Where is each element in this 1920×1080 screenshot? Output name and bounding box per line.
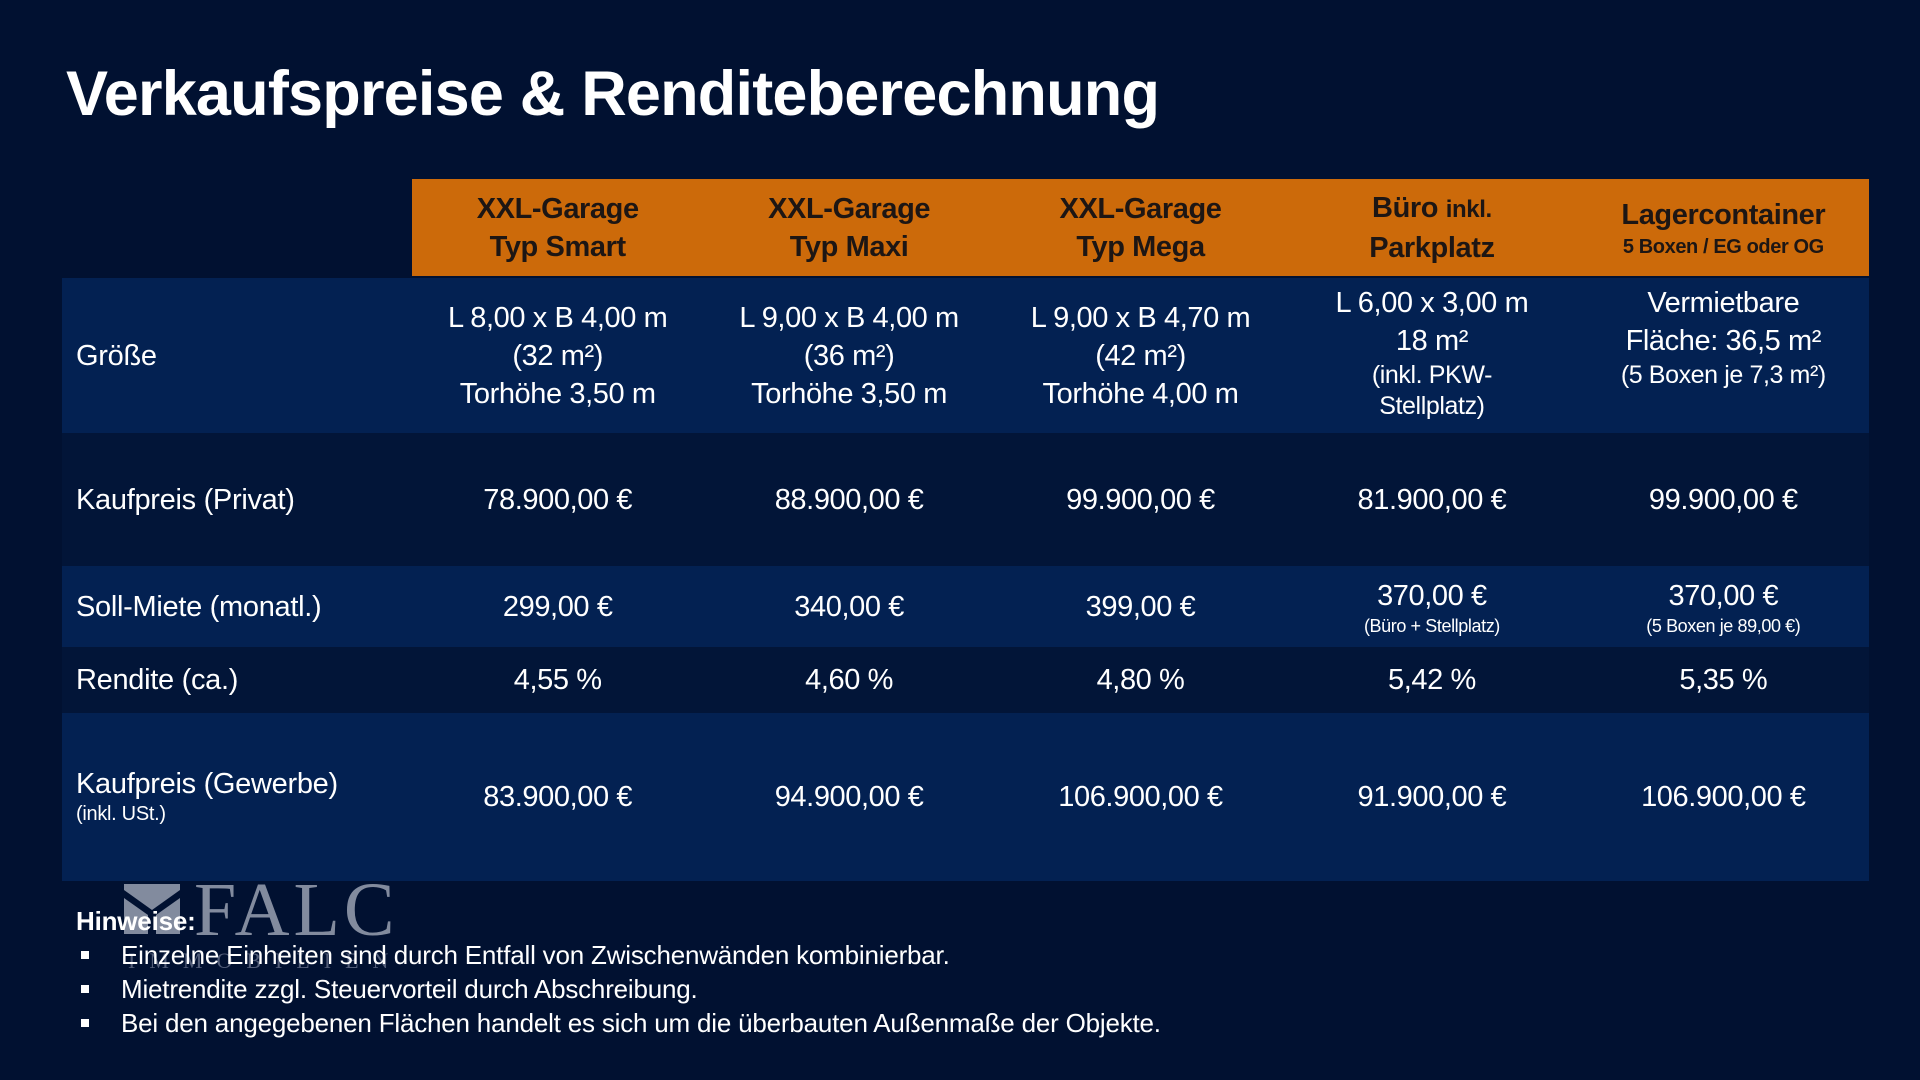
table-cell: L 8,00 x B 4,00 m (32 m²) Torhöhe 3,50 m <box>412 278 703 433</box>
cell-line: L 6,00 x 3,00 m <box>1335 287 1529 319</box>
cell-line: Torhöhe 3,50 m <box>459 377 656 410</box>
cell-value: 370,00 € <box>1377 579 1487 612</box>
table-cell: 4,55 % <box>513 664 602 696</box>
column-header-smart: XXL-Garage Typ Smart <box>412 179 703 276</box>
table-cell: 5,42 % <box>1387 664 1476 696</box>
square-bullet-icon <box>81 951 89 959</box>
logo-tagline: IMMOBILIEN <box>128 948 403 973</box>
row-label: Rendite (ca.) <box>76 664 239 696</box>
row-label: Größe <box>76 339 157 372</box>
cell-line: Torhöhe 3,50 m <box>751 377 948 410</box>
column-header-line2: Typ Maxi <box>789 230 909 263</box>
note-text: Einzelne Einheiten sind durch Entfall vo… <box>121 940 950 970</box>
cell-note: (5 Boxen je 89,00 €) <box>1646 615 1801 636</box>
row-label: Soll-Miete (monatl.) <box>76 590 322 623</box>
cell-line: L 9,00 x B 4,00 m <box>739 301 959 334</box>
row-label: Kaufpreis (Privat) <box>76 483 295 516</box>
cell-line: Vermietbare <box>1647 287 1800 319</box>
cell-value: 340,00 € <box>794 590 904 623</box>
column-header-maxi: XXL-Garage Typ Maxi <box>703 179 994 276</box>
cell-value: 370,00 € <box>1668 579 1779 612</box>
table-row-groesse: Größe L 8,00 x B 4,00 m (32 m²) Torhöhe … <box>62 278 1869 433</box>
note-text: Mietrendite zzgl. Steuervorteil durch Ab… <box>121 974 698 1004</box>
note-text: Bei den angegebenen Flächen handelt es s… <box>121 1008 1161 1038</box>
table-cell: 106.900,00 € <box>1058 781 1223 813</box>
table-cell: 399,00 € <box>995 566 1286 647</box>
cell-line: (inkl. PKW- <box>1371 361 1493 389</box>
column-header-line1: XXL-Garage <box>476 192 639 225</box>
table-row-soll-miete: Soll-Miete (monatl.) 299,00 € 340,00 € 3… <box>62 566 1869 647</box>
column-header-line2: Typ Smart <box>489 230 626 263</box>
table-cell: 94.900,00 € <box>774 781 924 813</box>
cell-line: Torhöhe 4,00 m <box>1042 377 1239 410</box>
row-label: Kaufpreis (Gewerbe) (inkl. USt.) <box>62 713 412 881</box>
table-cell: 340,00 € <box>703 566 994 647</box>
table-cell: 78.900,00 € <box>483 483 633 516</box>
column-header-line1: Büro inkl. <box>1372 189 1492 229</box>
square-bullet-icon <box>81 985 89 993</box>
row-label-main: Kaufpreis (Gewerbe) <box>76 768 338 800</box>
cell-line: Fläche: 36,5 m² <box>1625 325 1822 357</box>
table-cell: L 9,00 x B 4,70 m (42 m²) Torhöhe 4,00 m <box>995 278 1286 433</box>
square-bullet-icon <box>81 1019 89 1027</box>
table-cell: 83.900,00 € <box>483 781 633 813</box>
column-header-mega: XXL-Garage Typ Mega <box>995 179 1286 276</box>
notes-list: Einzelne Einheiten sind durch Entfall vo… <box>76 938 1161 1040</box>
notes-heading: Hinweise: <box>76 906 196 936</box>
cell-line: L 9,00 x B 4,70 m <box>1030 301 1251 334</box>
column-header-line1: Lagercontainer <box>1621 198 1826 231</box>
cell-line: (5 Boxen je 7,3 m²) <box>1620 361 1826 389</box>
table-cell: 370,00 € (5 Boxen je 89,00 €) <box>1578 566 1869 647</box>
table-row-rendite: Rendite (ca.) 4,55 % 4,60 % 4,80 % 5,42 … <box>62 647 1869 713</box>
table-cell: 81.900,00 € <box>1357 483 1507 516</box>
cell-line: (36 m²) <box>803 339 895 372</box>
table-cell: L 6,00 x 3,00 m 18 m² (inkl. PKW- Stellp… <box>1286 278 1577 433</box>
table-cell: 4,60 % <box>805 664 894 696</box>
table-cell: 299,00 € <box>412 566 703 647</box>
row-label-sub: (inkl. USt.) <box>76 803 166 825</box>
notes-section: Hinweise: Einzelne Einheiten sind durch … <box>76 904 1161 1040</box>
column-header-line1: XXL-Garage <box>768 192 931 225</box>
note-item: Bei den angegebenen Flächen handelt es s… <box>76 1006 1161 1040</box>
cell-line: 18 m² <box>1395 325 1469 357</box>
column-header-lagercontainer: Lagercontainer 5 Boxen / EG oder OG <box>1578 179 1869 276</box>
table-cell: 4,80 % <box>1096 664 1185 696</box>
table-cell: 106.900,00 € <box>1641 781 1806 813</box>
column-header-line1-main: Büro <box>1372 191 1439 224</box>
column-header-line2: Parkplatz <box>1369 231 1495 264</box>
table-row-kaufpreis-privat: Kaufpreis (Privat) 78.900,00 € 88.900,00… <box>62 433 1869 566</box>
note-item: Mietrendite zzgl. Steuervorteil durch Ab… <box>76 972 1161 1006</box>
cell-line: L 8,00 x B 4,00 m <box>447 301 668 334</box>
table-row-kaufpreis-gewerbe: Kaufpreis (Gewerbe) (inkl. USt.) 83.900,… <box>62 713 1869 881</box>
cell-line: (42 m²) <box>1095 339 1186 372</box>
table-cell: L 9,00 x B 4,00 m (36 m²) Torhöhe 3,50 m <box>703 278 994 433</box>
table-cell: 91.900,00 € <box>1357 781 1507 813</box>
column-header-line2: Typ Mega <box>1076 230 1205 263</box>
column-header-buero: Büro inkl. Parkplatz <box>1286 179 1577 276</box>
table-cell: 370,00 € (Büro + Stellplatz) <box>1286 566 1577 647</box>
cell-line: Stellplatz) <box>1379 392 1485 420</box>
page-title: Verkaufspreise & Renditeberechnung <box>66 59 1160 129</box>
table-cell: 99.900,00 € <box>1648 483 1798 516</box>
column-header-line1: XXL-Garage <box>1059 192 1222 225</box>
column-header-line2: 5 Boxen / EG oder OG <box>1622 235 1824 258</box>
table-cell: 88.900,00 € <box>774 483 924 516</box>
falc-box-logo-icon <box>124 884 180 934</box>
cell-value: 299,00 € <box>502 590 613 623</box>
table-cell: Vermietbare Fläche: 36,5 m² (5 Boxen je … <box>1578 278 1869 433</box>
note-item: Einzelne Einheiten sind durch Entfall vo… <box>76 938 1161 972</box>
table-cell: 5,35 % <box>1679 664 1768 696</box>
cell-note: (Büro + Stellplatz) <box>1363 615 1500 636</box>
table-header: XXL-Garage Typ Smart XXL-Garage Typ Maxi… <box>412 179 1869 276</box>
column-header-line1-small: inkl. <box>1445 195 1492 223</box>
table-cell: 99.900,00 € <box>1066 483 1215 516</box>
cell-line: (32 m²) <box>512 339 604 372</box>
cell-value: 399,00 € <box>1085 590 1196 623</box>
logo-wordmark: FALC <box>194 868 399 952</box>
